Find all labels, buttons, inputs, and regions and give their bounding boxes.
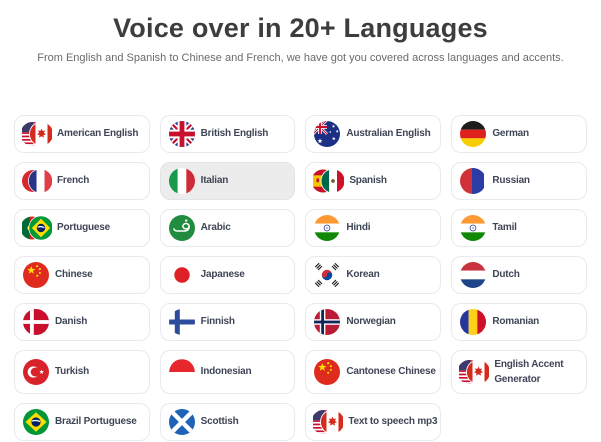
language-card-american-english[interactable]: American English [14,115,150,154]
language-card-british-english[interactable]: British English [159,115,296,154]
japan-flag-icon [168,261,196,289]
language-card-turkish[interactable]: Turkish [14,350,150,395]
arabic-flag-icon [168,214,196,242]
language-card-text-to-speech-mp3[interactable]: Text to speech mp3 [305,403,442,442]
language-card-indonesian[interactable]: Indonesian [159,350,296,395]
language-label: British English [200,128,269,140]
language-label: Japanese [200,269,245,281]
language-card-scottish[interactable]: Scottish [159,403,296,442]
language-label: Norwegian [346,316,396,328]
language-label: Finnish [200,316,235,328]
language-card-spanish[interactable]: Spanish [305,162,442,201]
language-label: Turkish [55,366,89,378]
language-card-chinese[interactable]: Chinese [14,256,150,295]
russia-flag-icon [459,167,487,195]
page-subtitle: From English and Spanish to Chinese and … [37,52,564,65]
finland-flag-icon [168,308,196,336]
us-canada-flag-icon [459,358,490,386]
language-card-italian[interactable]: Italian [159,162,296,201]
netherlands-flag-icon [459,261,487,289]
language-card-tamil[interactable]: Tamil [451,209,587,248]
germany-flag-icon [459,120,487,148]
romania-flag-icon [459,308,487,336]
india-flag-icon [459,214,487,242]
language-label: Australian English [346,128,431,140]
page-title: Voice over in 20+ Languages [113,13,488,43]
language-card-french[interactable]: French [14,162,150,201]
us-canada-flag-icon [22,120,52,148]
language-label: Spanish [349,175,387,187]
language-label: English Accent Generator [494,359,564,386]
language-label: Brazil Portuguese [55,416,137,428]
language-card-dutch[interactable]: Dutch [451,256,587,295]
language-label: American English [57,128,139,140]
language-grid: American English British English Austral… [0,115,601,442]
china-flag-icon [313,358,341,386]
turkey-flag-icon [22,358,50,386]
language-label: Dutch [492,269,520,281]
italy-flag-icon [168,167,196,195]
language-card-australian-english[interactable]: Australian English [305,115,442,154]
language-card-romanian[interactable]: Romanian [451,303,587,342]
language-label: Chinese [55,269,93,281]
language-label: Russian [492,175,530,187]
language-card-finnish[interactable]: Finnish [159,303,296,342]
language-card-danish[interactable]: Danish [14,303,150,342]
language-card-german[interactable]: German [451,115,587,154]
language-label: Hindi [346,222,371,234]
language-label: Arabic [200,222,231,234]
language-label: Danish [55,316,88,328]
china-flag-icon [22,261,50,289]
uk-flag-icon [168,120,196,148]
language-label: Tamil [492,222,517,234]
australia-flag-icon [313,120,341,148]
language-card-cantonese-chinese[interactable]: Cantonese Chinese [305,350,442,395]
language-card-japanese[interactable]: Japanese [159,256,296,295]
language-label: German [492,128,529,140]
language-label: Scottish [200,416,239,428]
language-card-brazil-portuguese[interactable]: Brazil Portuguese [14,403,150,442]
language-label: Romanian [492,316,540,328]
korea-flag-icon [313,261,341,289]
scotland-flag-icon [168,408,196,436]
portugal-brazil-flag-icon [22,214,52,242]
india-flag-icon [313,214,341,242]
france-flag-icon [22,167,52,195]
language-label: French [57,175,90,187]
language-card-hindi[interactable]: Hindi [305,209,442,248]
us-canada-flag-icon [313,408,344,436]
language-label: Italian [200,175,229,187]
language-card-korean[interactable]: Korean [305,256,442,295]
denmark-flag-icon [22,308,50,336]
language-label: Portuguese [57,222,111,234]
language-card-portuguese[interactable]: Portuguese [14,209,150,248]
language-label: Text to speech mp3 [348,416,438,428]
language-card-russian[interactable]: Russian [451,162,587,201]
section-header: Voice over in 20+ Languages From English… [0,0,601,65]
language-label: Korean [346,269,380,281]
indonesia-flag-icon [168,358,196,386]
language-card-norwegian[interactable]: Norwegian [305,303,442,342]
brazil-flag-icon [22,408,50,436]
norway-flag-icon [313,308,341,336]
language-label: Indonesian [200,366,252,378]
language-card-english-accent-generator[interactable]: English Accent Generator [451,350,587,395]
spain-mexico-flag-icon [313,167,345,195]
language-card-arabic[interactable]: Arabic [159,209,296,248]
language-label: Cantonese Chinese [346,366,436,378]
